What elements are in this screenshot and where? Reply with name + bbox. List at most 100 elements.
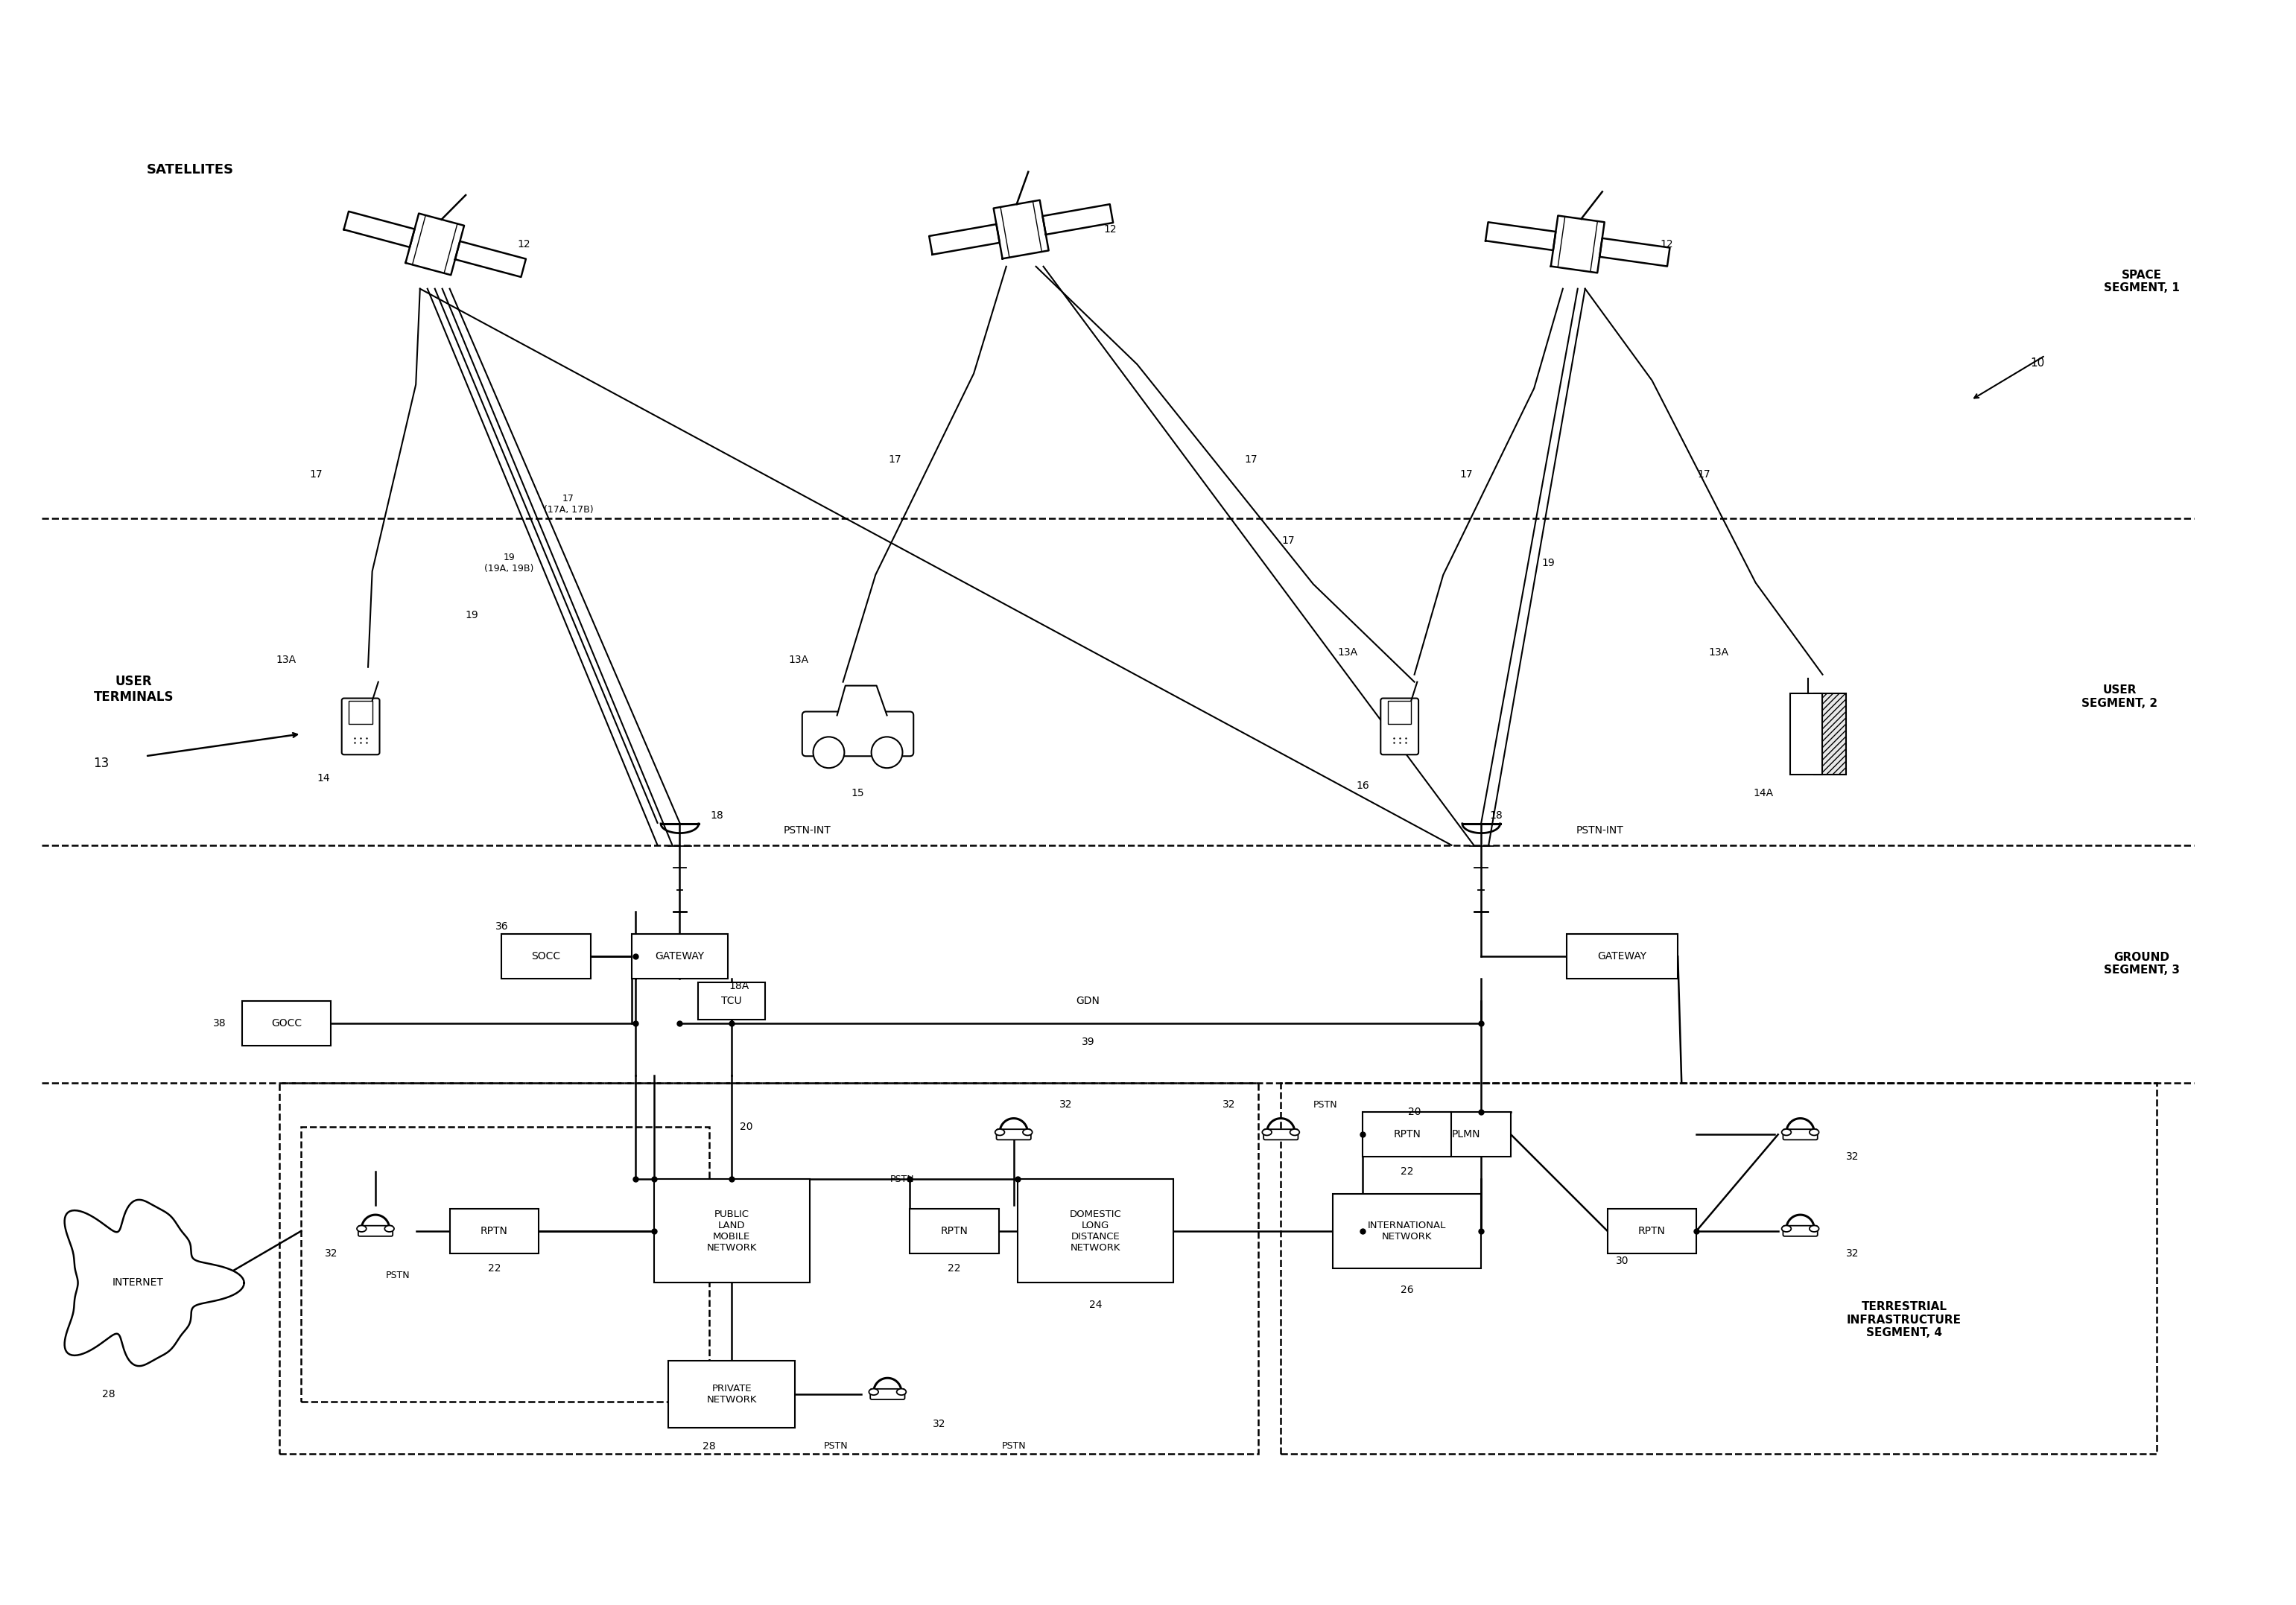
Text: PSTN-INT: PSTN-INT xyxy=(783,825,831,836)
Ellipse shape xyxy=(1782,1128,1791,1135)
Text: TCU: TCU xyxy=(721,995,742,1006)
Text: 15: 15 xyxy=(852,788,863,798)
Text: 26: 26 xyxy=(1401,1286,1414,1295)
Text: RPTN: RPTN xyxy=(480,1226,507,1236)
FancyBboxPatch shape xyxy=(342,698,379,754)
Text: 17: 17 xyxy=(1460,469,1474,480)
Text: 17: 17 xyxy=(310,469,324,480)
Polygon shape xyxy=(1600,238,1669,266)
Text: 18: 18 xyxy=(1490,811,1502,820)
Text: 19: 19 xyxy=(466,610,478,621)
Text: GOCC: GOCC xyxy=(271,1018,301,1029)
Text: RPTN: RPTN xyxy=(941,1226,969,1236)
Polygon shape xyxy=(930,225,999,255)
Text: 39: 39 xyxy=(1081,1037,1095,1046)
Text: 22: 22 xyxy=(487,1263,501,1273)
Text: 28: 28 xyxy=(703,1441,716,1451)
Text: 20: 20 xyxy=(1407,1107,1421,1117)
Polygon shape xyxy=(994,201,1049,258)
Ellipse shape xyxy=(1809,1128,1818,1135)
FancyBboxPatch shape xyxy=(1387,700,1412,724)
Ellipse shape xyxy=(868,1388,879,1395)
Text: USER
TERMINALS: USER TERMINALS xyxy=(94,676,174,705)
FancyBboxPatch shape xyxy=(1784,1130,1818,1140)
Ellipse shape xyxy=(1782,1226,1791,1231)
Text: PSTN: PSTN xyxy=(1313,1099,1339,1109)
FancyBboxPatch shape xyxy=(1421,1112,1511,1157)
FancyBboxPatch shape xyxy=(654,1180,810,1282)
Text: SPACE
SEGMENT, 1: SPACE SEGMENT, 1 xyxy=(2103,270,2179,294)
Text: 32: 32 xyxy=(1058,1099,1072,1111)
Text: SATELLITES: SATELLITES xyxy=(147,164,234,177)
Text: GROUND
SEGMENT, 3: GROUND SEGMENT, 3 xyxy=(2103,952,2179,976)
Ellipse shape xyxy=(1290,1128,1300,1135)
Text: PSTN: PSTN xyxy=(891,1175,914,1184)
Text: SOCC: SOCC xyxy=(533,952,560,961)
Text: 10: 10 xyxy=(2030,358,2046,369)
Text: USER
SEGMENT, 2: USER SEGMENT, 2 xyxy=(2082,685,2158,709)
Text: 12: 12 xyxy=(517,239,530,249)
Text: 22: 22 xyxy=(1401,1167,1414,1176)
Text: TERRESTRIAL
INFRASTRUCTURE
SEGMENT, 4: TERRESTRIAL INFRASTRUCTURE SEGMENT, 4 xyxy=(1846,1302,1961,1339)
FancyBboxPatch shape xyxy=(631,934,728,979)
Text: PRIVATE
NETWORK: PRIVATE NETWORK xyxy=(707,1384,758,1404)
FancyBboxPatch shape xyxy=(996,1130,1031,1140)
FancyBboxPatch shape xyxy=(870,1388,905,1400)
FancyBboxPatch shape xyxy=(501,934,590,979)
Text: 19
(19A, 19B): 19 (19A, 19B) xyxy=(484,552,533,573)
Text: 20: 20 xyxy=(739,1122,753,1132)
Polygon shape xyxy=(64,1199,243,1366)
FancyBboxPatch shape xyxy=(698,982,765,1019)
Text: 32: 32 xyxy=(1846,1249,1860,1258)
Text: 17: 17 xyxy=(1244,454,1258,464)
Text: 19: 19 xyxy=(1541,559,1554,568)
FancyBboxPatch shape xyxy=(909,1209,999,1254)
FancyBboxPatch shape xyxy=(1362,1112,1451,1157)
FancyBboxPatch shape xyxy=(358,1226,393,1236)
Text: 18: 18 xyxy=(709,811,723,820)
Text: 32: 32 xyxy=(1221,1099,1235,1111)
FancyBboxPatch shape xyxy=(1017,1180,1173,1282)
Text: 32: 32 xyxy=(932,1419,946,1428)
Text: 28: 28 xyxy=(101,1388,115,1400)
Text: 17
(17A, 17B): 17 (17A, 17B) xyxy=(544,493,592,514)
Text: 22: 22 xyxy=(948,1263,960,1273)
FancyBboxPatch shape xyxy=(1380,698,1419,754)
Text: 13A: 13A xyxy=(1339,647,1357,658)
Text: 14A: 14A xyxy=(1754,788,1773,798)
Text: DOMESTIC
LONG
DISTANCE
NETWORK: DOMESTIC LONG DISTANCE NETWORK xyxy=(1070,1209,1120,1252)
Text: GDN: GDN xyxy=(1077,995,1100,1006)
FancyBboxPatch shape xyxy=(241,1002,331,1045)
Text: RPTN: RPTN xyxy=(1637,1226,1665,1236)
Text: 18A: 18A xyxy=(728,981,748,992)
Polygon shape xyxy=(838,685,886,716)
Text: 16: 16 xyxy=(1357,780,1368,791)
Polygon shape xyxy=(406,213,464,274)
Circle shape xyxy=(872,737,902,769)
Text: 30: 30 xyxy=(1616,1255,1628,1266)
Text: RPTN: RPTN xyxy=(1394,1130,1421,1140)
FancyBboxPatch shape xyxy=(801,711,914,756)
Circle shape xyxy=(813,737,845,769)
Ellipse shape xyxy=(356,1226,367,1231)
Text: 13A: 13A xyxy=(788,655,808,664)
Polygon shape xyxy=(1550,215,1605,273)
Text: 13A: 13A xyxy=(1708,647,1729,658)
Text: 13A: 13A xyxy=(276,655,296,664)
Text: GATEWAY: GATEWAY xyxy=(1598,952,1646,961)
FancyBboxPatch shape xyxy=(1814,693,1846,775)
Text: 38: 38 xyxy=(214,1018,227,1029)
Text: PSTN: PSTN xyxy=(1001,1441,1026,1451)
Text: PSTN: PSTN xyxy=(824,1441,847,1451)
Text: 24: 24 xyxy=(1088,1300,1102,1310)
Ellipse shape xyxy=(386,1226,395,1231)
Text: 32: 32 xyxy=(324,1249,338,1258)
FancyBboxPatch shape xyxy=(1566,934,1678,979)
Ellipse shape xyxy=(1809,1226,1818,1231)
FancyBboxPatch shape xyxy=(1791,693,1823,775)
Ellipse shape xyxy=(1263,1128,1272,1135)
FancyBboxPatch shape xyxy=(450,1209,540,1254)
Polygon shape xyxy=(344,212,416,247)
FancyBboxPatch shape xyxy=(668,1361,794,1427)
Text: 12: 12 xyxy=(1660,239,1674,249)
